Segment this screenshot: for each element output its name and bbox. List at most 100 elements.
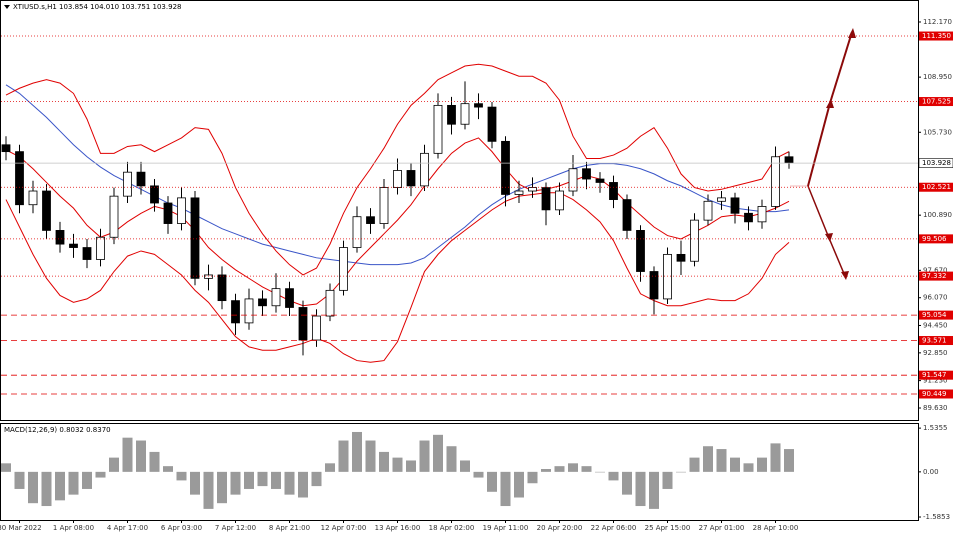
- x-tick-label: 12 Apr 07:00: [321, 524, 367, 532]
- candle-body: [501, 140, 510, 195]
- macd-bar: [635, 471, 646, 507]
- macd-bar: [541, 469, 551, 472]
- candle-body: [784, 156, 794, 164]
- arrow-down: [828, 237, 846, 277]
- candle-body: [177, 197, 186, 224]
- y-tick-label: 97.670: [923, 266, 948, 274]
- candle-body: [609, 182, 618, 200]
- x-tick-label: 20 Apr 20:00: [537, 524, 583, 532]
- y-tick-label: 100.890: [923, 211, 952, 219]
- macd-bar: [622, 471, 632, 495]
- macd-bar: [352, 431, 362, 472]
- current-price-label: 103.928: [922, 159, 951, 167]
- macd-bar: [406, 460, 416, 472]
- macd-bar: [770, 443, 781, 472]
- candle-body: [69, 243, 78, 248]
- candle-body: [298, 307, 308, 341]
- arrow-up: [807, 102, 831, 187]
- x-tick-label: 1 Apr 08:00: [53, 524, 94, 532]
- level-label: 99.506: [922, 235, 947, 243]
- bollinger-middle: [5, 137, 790, 307]
- forecast-arrows: [790, 28, 856, 280]
- macd-bar: [338, 440, 349, 472]
- candle-body: [42, 190, 51, 231]
- candle-body: [96, 236, 105, 260]
- macd-bar: [581, 466, 592, 472]
- level-label: 90.449: [922, 390, 947, 398]
- candle-body: [474, 103, 483, 108]
- candle-body: [676, 253, 686, 262]
- macd-bar: [257, 471, 268, 487]
- candle-body: [271, 288, 281, 307]
- arrow-head: [826, 99, 834, 108]
- x-tick-label: 8 Apr 21:00: [269, 524, 310, 532]
- macd-bar: [676, 471, 686, 473]
- bollinger-lower: [5, 192, 790, 363]
- candle-body: [433, 104, 443, 154]
- candle-body: [325, 289, 335, 317]
- candle-body: [730, 197, 740, 214]
- macd-bar: [716, 449, 727, 472]
- macd-bar: [298, 471, 308, 498]
- candle-body: [28, 190, 38, 206]
- candle-body: [582, 168, 591, 180]
- level-label: 102.521: [922, 183, 951, 191]
- arrow-head: [841, 271, 849, 280]
- macd-bar: [244, 471, 254, 489]
- macd-bar: [487, 471, 497, 492]
- macd-bar: [473, 471, 484, 478]
- y-tick-label: 89.630: [923, 404, 948, 412]
- level-label: 91.547: [922, 371, 947, 379]
- level-label: 97.332: [922, 272, 947, 280]
- candle-body: [109, 195, 119, 238]
- chart-title: XTIUSD.s,H1 103.854 104.010 103.751 103.…: [13, 3, 181, 11]
- candle-body: [258, 298, 267, 307]
- level-label-box: [919, 182, 953, 192]
- candle-body: [244, 298, 254, 324]
- candle-body: [204, 274, 213, 279]
- macd-bar: [379, 451, 389, 472]
- macd-bar: [41, 471, 52, 507]
- macd-panel: [0, 423, 919, 521]
- x-tick-label: 4 Apr 17:00: [107, 524, 148, 532]
- candle-body: [690, 219, 699, 262]
- x-tick-label: 28 Apr 10:00: [753, 524, 799, 532]
- candle-body: [420, 152, 429, 187]
- macd-bar: [230, 471, 241, 495]
- candle-body: [136, 171, 146, 187]
- macd-bar: [365, 440, 376, 472]
- candle-body: [150, 185, 159, 204]
- level-label-box: [919, 271, 953, 281]
- candle-body: [649, 271, 659, 300]
- candle-body: [703, 200, 713, 221]
- candle-body: [555, 190, 564, 211]
- macd-bar: [271, 471, 281, 489]
- candle-body: [231, 300, 240, 324]
- candle-body: [312, 315, 321, 341]
- level-label: 107.525: [922, 98, 951, 106]
- candle-body: [744, 212, 753, 223]
- candle-body: [190, 197, 200, 279]
- macd-bar: [190, 471, 200, 495]
- y-tick-label: 92.850: [923, 349, 948, 357]
- level-label-box: [919, 389, 953, 399]
- current-price-box: [918, 158, 953, 168]
- candle-body: [379, 187, 389, 224]
- level-label: 93.571: [922, 337, 947, 345]
- y-tick-label: 108.950: [923, 73, 952, 81]
- arrow-head: [848, 28, 856, 38]
- x-tick-label: 27 Apr 01:00: [699, 524, 745, 532]
- macd-bar: [460, 460, 470, 472]
- macd-bar: [649, 471, 659, 509]
- macd-bar: [82, 471, 92, 489]
- y-tick-label: 105.730: [923, 128, 952, 136]
- macd-bar: [514, 471, 524, 498]
- candle-body: [406, 170, 416, 187]
- candle-body: [622, 199, 632, 231]
- macd-bar: [419, 440, 430, 472]
- macd-bar: [1, 463, 11, 472]
- candle-body: [771, 156, 780, 207]
- candle-body: [163, 202, 173, 224]
- arrow-down: [807, 185, 830, 239]
